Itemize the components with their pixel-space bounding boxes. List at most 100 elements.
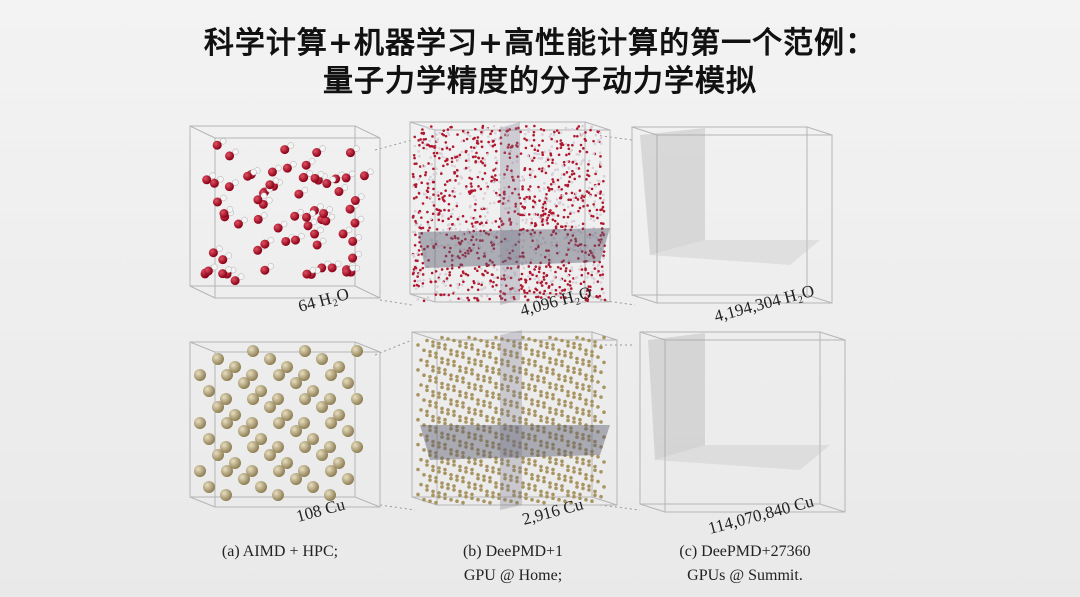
water-atom — [509, 290, 512, 294]
water-atom — [537, 270, 541, 274]
copper-atom — [473, 461, 477, 466]
water-atom — [470, 285, 474, 289]
water-atom — [501, 267, 505, 270]
water-atom — [440, 244, 443, 247]
copper-atom — [452, 363, 456, 368]
water-atom — [547, 286, 551, 289]
water-atom — [577, 224, 581, 227]
water-atom — [520, 272, 524, 276]
copper-atom — [449, 377, 453, 381]
water-atom — [585, 150, 589, 154]
copper-atom — [539, 390, 543, 394]
copper-atom — [434, 500, 438, 505]
water-atom — [498, 173, 502, 177]
water-atom — [583, 137, 587, 141]
water-atom — [508, 195, 511, 199]
water-atom — [421, 202, 425, 205]
water-atom — [428, 127, 432, 131]
copper-atom — [581, 358, 585, 362]
copper-atom — [509, 428, 513, 433]
copper-atom — [333, 361, 345, 373]
copper-atom — [455, 424, 459, 429]
copper-atom — [449, 402, 453, 406]
cube-edge — [189, 125, 216, 139]
water-atom — [552, 180, 555, 184]
copper-atom — [455, 350, 459, 354]
copper-atom — [431, 443, 435, 448]
caption: (c) DeePMD+27360 — [679, 543, 810, 560]
water-atom — [524, 221, 528, 224]
water-atom — [602, 233, 605, 237]
copper-atom — [500, 387, 504, 391]
copper-atom — [221, 417, 233, 429]
copper-atom — [325, 465, 337, 477]
water-atom — [498, 188, 501, 191]
copper-atom — [572, 470, 576, 474]
copper-atom — [521, 481, 525, 485]
water-atom — [595, 271, 599, 275]
water-atom — [592, 215, 595, 218]
copper-atom — [437, 420, 441, 424]
copper-atom — [482, 424, 486, 429]
water-atom — [444, 272, 448, 276]
copper-atom — [473, 358, 477, 362]
water-atom — [550, 241, 553, 244]
water-atom — [503, 237, 507, 241]
copper-atom — [536, 378, 540, 383]
copper-atom — [273, 465, 285, 477]
water-atom — [419, 268, 422, 272]
oxygen-atom — [301, 160, 311, 170]
water-atom — [474, 217, 477, 221]
copper-atom — [551, 343, 555, 347]
water-atom — [418, 143, 421, 147]
copper-atom — [229, 361, 241, 373]
copper-atom — [563, 428, 567, 433]
oxygen-atom — [212, 197, 222, 207]
water-atom — [574, 281, 578, 285]
water-atom — [419, 174, 422, 178]
copper-atom — [500, 482, 504, 487]
water-atom — [426, 245, 429, 248]
water-atom — [416, 252, 419, 255]
copper-atom — [443, 396, 447, 401]
water-atom — [516, 266, 520, 269]
water-atom — [455, 202, 459, 205]
water-atom — [553, 182, 556, 186]
copper-atom — [602, 485, 606, 489]
water-atom — [543, 150, 547, 154]
water-atom — [443, 246, 446, 249]
water-atom — [551, 230, 555, 234]
water-atom — [508, 156, 512, 159]
water-atom — [588, 212, 591, 215]
copper-atom — [533, 409, 537, 414]
water-atom — [548, 291, 552, 295]
water-atom — [520, 287, 523, 290]
water-atom — [529, 232, 533, 236]
water-atom — [509, 296, 513, 299]
copper-atom — [497, 347, 501, 351]
water-atom — [540, 156, 544, 160]
water-atom — [513, 187, 517, 191]
water-atom — [563, 228, 567, 231]
copper-atom — [533, 413, 537, 418]
copper-atom — [506, 488, 510, 492]
water-atom — [565, 235, 569, 239]
copper-atom — [272, 441, 284, 453]
water-atom — [531, 169, 534, 172]
water-atom — [548, 135, 552, 139]
water-atom — [490, 241, 493, 244]
oxygen-atom — [338, 229, 348, 239]
copper-atom — [545, 491, 549, 495]
water-atom — [483, 207, 486, 211]
water-atom — [489, 228, 492, 232]
water-atom — [602, 291, 605, 295]
water-atom — [538, 152, 541, 156]
water-atom — [436, 137, 440, 141]
water-atom — [506, 266, 509, 270]
copper-atom — [482, 499, 486, 504]
water-atom — [572, 244, 576, 248]
water-atom — [473, 225, 477, 228]
water-atom — [585, 259, 588, 263]
copper-atom — [542, 355, 546, 359]
copper-atom — [473, 433, 477, 437]
